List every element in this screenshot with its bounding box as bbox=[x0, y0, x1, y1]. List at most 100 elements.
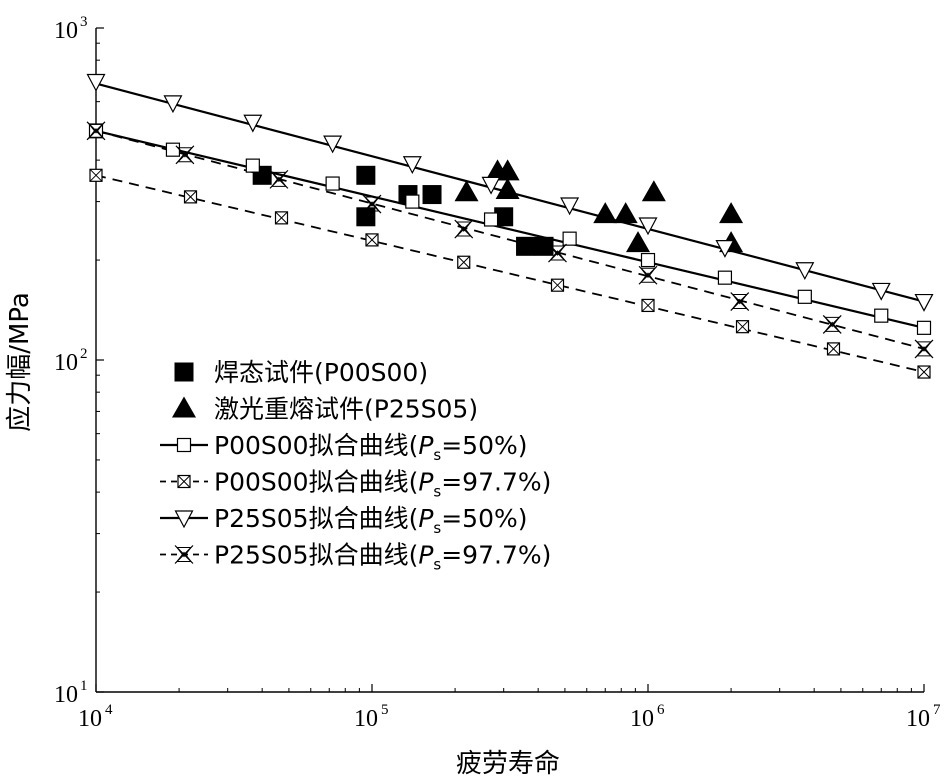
triangle-shape bbox=[495, 159, 520, 181]
data-point-series-5 bbox=[548, 243, 567, 263]
triangle-shape bbox=[270, 171, 287, 183]
square-shape bbox=[916, 320, 932, 335]
triangle-shape bbox=[795, 262, 815, 281]
data-point-series-4 bbox=[323, 135, 343, 154]
data-point-series-5 bbox=[454, 219, 474, 239]
data-point-series-4 bbox=[163, 95, 183, 114]
data-point-series-5 bbox=[86, 121, 106, 141]
data-point-series-2 bbox=[405, 194, 420, 209]
fit-lines bbox=[95, 82, 925, 373]
triangle-shape bbox=[163, 95, 183, 114]
triangle-shape bbox=[481, 176, 501, 195]
data-point-series-3 bbox=[826, 342, 841, 356]
square-shape bbox=[405, 194, 420, 209]
legend: 焊态试件(P00S00) 激光重熔试件(P25S05) P00S00拟合曲线(Ps=… bbox=[160, 358, 551, 574]
legend-entry-4: P25S05拟合曲线(Ps=50%) bbox=[160, 504, 528, 537]
triangle-shape bbox=[175, 547, 193, 558]
triangle-shape bbox=[639, 272, 657, 283]
square-shape bbox=[797, 289, 812, 304]
data-point-series-4 bbox=[481, 176, 501, 195]
y-tick-exponent: 2 bbox=[80, 346, 88, 362]
data-point-series-1 bbox=[613, 202, 638, 224]
legend-label: 焊态试件(P00S00) bbox=[214, 358, 428, 387]
data-point-series-1 bbox=[454, 180, 479, 202]
data-point-series-5 bbox=[175, 145, 195, 165]
square-shape bbox=[717, 270, 733, 285]
triangle-shape bbox=[176, 147, 193, 158]
square-shape bbox=[356, 165, 376, 185]
legend-marker bbox=[172, 396, 196, 418]
triangle-shape bbox=[871, 282, 891, 301]
data-point-series-2 bbox=[717, 270, 733, 285]
square-shape bbox=[640, 252, 656, 268]
data-point-series-1 bbox=[495, 159, 520, 181]
cross-stroke bbox=[827, 342, 840, 356]
x-tick-base: 10 bbox=[354, 706, 378, 732]
data-point-series-3 bbox=[183, 190, 198, 204]
data-point-series-1 bbox=[593, 202, 618, 224]
triangle-shape bbox=[176, 151, 193, 163]
data-point-series-0 bbox=[356, 207, 376, 227]
legend-marker bbox=[174, 362, 194, 382]
legend-marker bbox=[177, 474, 191, 489]
square-shape bbox=[165, 142, 181, 157]
y-axis-label: 应力幅/MPa bbox=[5, 292, 35, 432]
data-point-series-3 bbox=[550, 278, 565, 292]
square-shape bbox=[422, 185, 442, 205]
y-tick-label: 10 1 bbox=[54, 678, 88, 708]
y-tick-base: 10 bbox=[54, 18, 78, 44]
axes: 10 4 10 5 10 6 10 710 110 210 3 bbox=[54, 14, 941, 732]
square-shape bbox=[174, 362, 194, 382]
triangle-shape bbox=[87, 128, 105, 139]
triangle-shape bbox=[455, 226, 472, 237]
triangle-shape bbox=[363, 201, 381, 212]
data-point-series-5 bbox=[914, 339, 934, 359]
cross-stroke bbox=[917, 365, 931, 379]
legend-entry-5: P25S05拟合曲线(Ps=97.7%) bbox=[160, 541, 551, 574]
triangle-shape bbox=[715, 240, 735, 258]
legend-label: P00S00拟合曲线(Ps=50%) bbox=[214, 431, 528, 464]
cross-stroke bbox=[184, 190, 197, 204]
data-point-series-4 bbox=[914, 293, 934, 312]
data-point-series-4 bbox=[871, 282, 891, 301]
x-axis-label: 疲劳寿命 bbox=[456, 749, 560, 779]
data-point-series-5 bbox=[269, 169, 289, 189]
data-point-series-3 bbox=[917, 365, 931, 379]
data-point-series-2 bbox=[797, 289, 812, 304]
triangle-shape bbox=[454, 180, 479, 202]
triangle-shape bbox=[87, 123, 105, 134]
triangle-shape bbox=[86, 73, 106, 92]
legend-label: 激光重熔试件(P25S05) bbox=[214, 395, 478, 424]
data-point-series-2 bbox=[916, 320, 932, 335]
data-point-series-2 bbox=[325, 176, 340, 191]
triangle-shape bbox=[363, 196, 381, 207]
x-tick-exponent: 7 bbox=[933, 702, 941, 718]
data-point-series-2 bbox=[562, 231, 577, 246]
data-point-series-5 bbox=[362, 194, 382, 214]
fit-line-series-2 bbox=[95, 129, 925, 329]
triangle-shape bbox=[613, 202, 638, 224]
data-point-series-2 bbox=[165, 142, 181, 157]
legend-entry-3: P00S00拟合曲线(Ps=97.7%) bbox=[160, 468, 551, 501]
square-shape bbox=[176, 437, 192, 453]
data-point-series-4 bbox=[638, 217, 658, 236]
square-shape bbox=[325, 176, 340, 191]
triangle-shape bbox=[174, 510, 194, 529]
legend-entry-0: 焊态试件(P00S00) bbox=[174, 358, 428, 387]
data-point-series-1 bbox=[626, 231, 651, 253]
x-tick-label: 10 4 bbox=[78, 702, 113, 732]
legend-marker bbox=[176, 437, 192, 453]
data-point-series-1 bbox=[495, 178, 520, 200]
triangle-shape bbox=[495, 178, 520, 200]
triangle-shape bbox=[175, 551, 193, 562]
data-point-series-3 bbox=[735, 320, 750, 334]
y-tick-exponent: 3 bbox=[80, 14, 88, 30]
data-point-series-3 bbox=[365, 233, 379, 247]
data-point-series-4 bbox=[560, 197, 580, 216]
data-point-series-2 bbox=[640, 252, 656, 268]
triangle-shape bbox=[824, 316, 841, 328]
triangle-shape bbox=[243, 114, 263, 133]
data-point-series-0 bbox=[494, 207, 514, 227]
triangle-shape bbox=[270, 176, 287, 187]
